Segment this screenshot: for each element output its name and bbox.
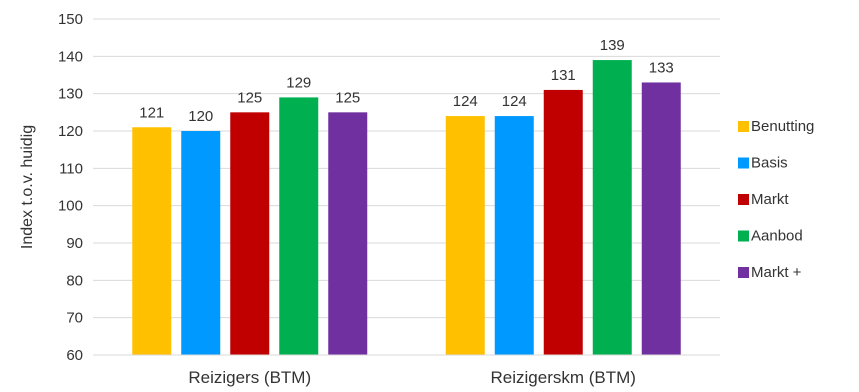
data-label: 129 <box>286 74 311 91</box>
data-label: 139 <box>600 37 625 54</box>
y-tick-label: 130 <box>58 86 83 103</box>
legend-swatch <box>738 157 749 169</box>
bar <box>445 116 485 355</box>
legend-label: Benutting <box>751 118 814 135</box>
legend: Benutting Basis Markt Aanbod Markt + <box>738 118 814 281</box>
y-axis-title: Index t.o.v. huidig <box>19 125 36 249</box>
data-label: 131 <box>551 67 576 84</box>
legend-swatch <box>738 230 749 242</box>
bar <box>543 89 583 355</box>
data-label: 120 <box>188 108 213 125</box>
y-tick-label: 120 <box>58 123 83 140</box>
y-tick-label: 100 <box>58 198 83 215</box>
y-tick-label: 90 <box>66 235 83 252</box>
category-label: Reizigerskm (BTM) <box>491 368 636 387</box>
legend-label: Markt <box>751 191 789 208</box>
y-tick-label: 70 <box>66 310 83 327</box>
bar <box>132 127 172 356</box>
legend-label: Basis <box>751 155 788 172</box>
y-tick-label: 60 <box>66 347 83 364</box>
data-label: 125 <box>237 89 262 106</box>
legend-swatch <box>738 121 749 132</box>
data-label: 133 <box>649 59 674 76</box>
data-label: 124 <box>453 93 478 110</box>
data-label: 124 <box>502 93 527 110</box>
y-tick-label: 80 <box>66 272 83 289</box>
legend-swatch <box>738 267 749 278</box>
data-label: 125 <box>335 89 360 106</box>
legend-label: Markt + <box>751 264 802 281</box>
y-tick-label: 110 <box>59 160 83 177</box>
y-tick-label: 150 <box>58 11 83 28</box>
category-labels: Reizigers (BTM) Reizigerskm (BTM) <box>188 368 636 387</box>
bars <box>132 60 681 356</box>
bar <box>279 97 319 356</box>
y-tick-label: 140 <box>58 48 83 65</box>
legend-swatch <box>738 194 749 205</box>
legend-label: Aanbod <box>751 228 803 245</box>
bar <box>592 60 632 356</box>
bar <box>181 131 221 355</box>
data-labels: 121 120 125 129 125 124 124 131 139 133 <box>139 37 674 125</box>
bar <box>494 116 534 355</box>
data-label: 121 <box>139 104 164 121</box>
y-axis-ticks: 60 70 80 90 100 110 120 130 140 150 <box>58 11 83 364</box>
category-label: Reizigers (BTM) <box>188 368 311 387</box>
bar <box>641 82 681 355</box>
bar <box>328 112 368 355</box>
bar <box>230 112 270 355</box>
